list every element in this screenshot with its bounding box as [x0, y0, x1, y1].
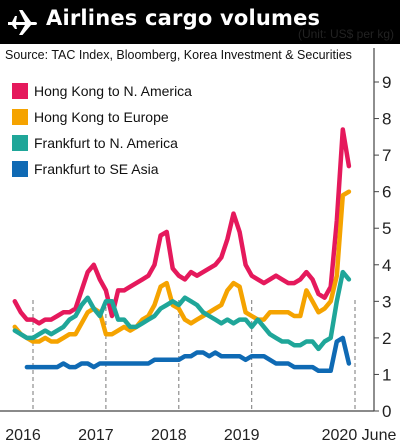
- legend-swatch: [12, 135, 28, 151]
- y-tick-label: 9: [382, 73, 391, 92]
- series-line-3: [12, 269, 352, 352]
- y-tick-label: 6: [382, 183, 391, 202]
- legend-swatch: [12, 161, 28, 177]
- legend-item: Frankfurt to N. America: [12, 130, 192, 156]
- legend-item: Hong Kong to Europe: [12, 104, 192, 130]
- unit-label: (Unit: US$ per kg): [297, 27, 394, 41]
- y-tick-label: 5: [382, 219, 391, 238]
- y-tick-label: 8: [382, 110, 391, 129]
- y-tick-label: 7: [382, 146, 391, 165]
- legend-label: Frankfurt to N. America: [34, 135, 178, 151]
- x-tick-label: 2018: [151, 427, 187, 444]
- legend-label: Frankfurt to SE Asia: [34, 161, 159, 177]
- legend-label: Hong Kong to Europe: [34, 109, 169, 125]
- legend-item: Frankfurt to SE Asia: [12, 156, 192, 182]
- title-bar: Airlines cargo volumes: [0, 0, 400, 44]
- y-tick-label: 4: [382, 256, 391, 275]
- y-tick-label: 3: [382, 292, 391, 311]
- legend: Hong Kong to N. America Hong Kong to Euro…: [12, 78, 192, 182]
- source-note: Source: TAC Index, Bloomberg, Korea Inve…: [5, 48, 352, 62]
- y-tick-label: 2: [382, 329, 391, 348]
- x-tick-label: 2020 June: [322, 427, 397, 444]
- legend-item: Hong Kong to N. America: [12, 78, 192, 104]
- series-line-4: [24, 335, 352, 374]
- legend-swatch: [12, 109, 28, 125]
- legend-swatch: [12, 83, 28, 99]
- x-tick-label: 2016: [5, 427, 41, 444]
- series-line-1: [12, 127, 352, 326]
- legend-label: Hong Kong to N. America: [34, 83, 192, 99]
- y-tick-label: 0: [382, 402, 391, 421]
- x-tick-label: 2017: [78, 427, 114, 444]
- airplane-icon: [8, 10, 37, 35]
- x-tick-label: 2019: [224, 427, 260, 444]
- y-tick-label: 1: [382, 365, 391, 384]
- series-line-2: [12, 189, 352, 344]
- chart-title: Airlines cargo volumes: [46, 6, 321, 30]
